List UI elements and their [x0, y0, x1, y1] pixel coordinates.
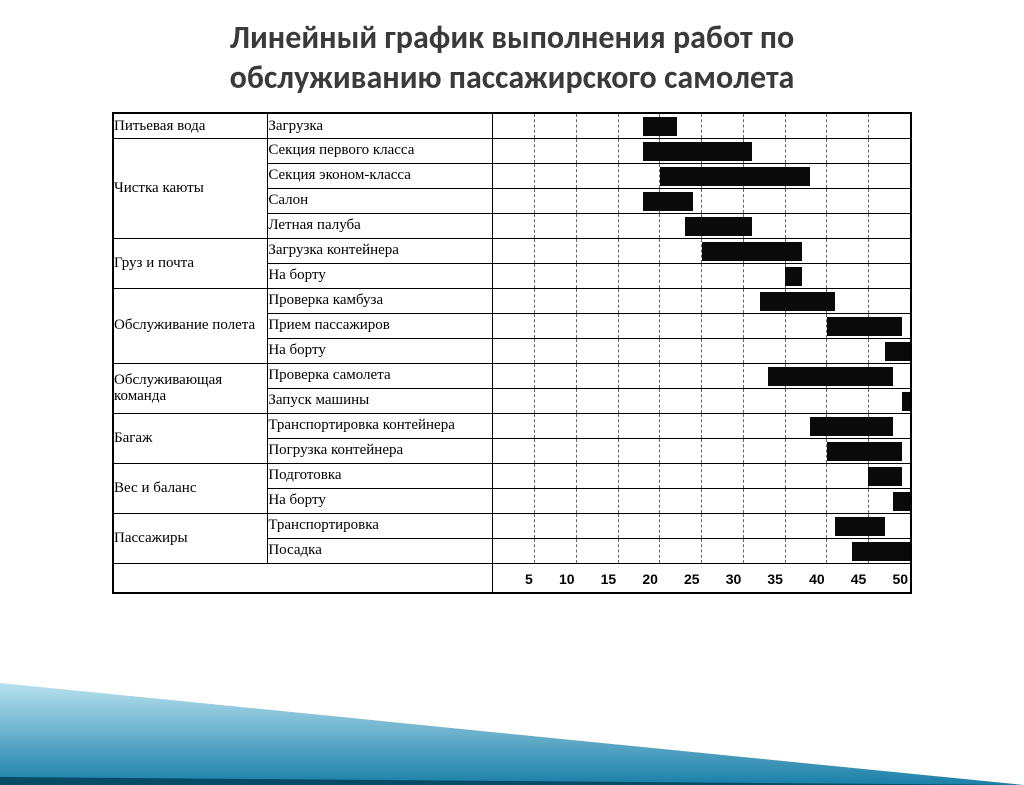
decorative-footer	[0, 655, 1024, 785]
category-cell: Пассажиры	[113, 513, 268, 563]
bar-cell	[493, 263, 911, 288]
task-cell: Прием пассажиров	[268, 313, 493, 338]
axis-cell: 5101520253035404550	[493, 563, 911, 593]
axis-tick-label: 25	[660, 564, 702, 593]
gantt-row: ПассажирыТранспортировка	[113, 513, 911, 538]
gantt-chart: Питьевая водаЗагрузкаЧистка каютыСекция …	[112, 112, 912, 594]
axis-tick-label: 15	[577, 564, 619, 593]
bar-cell	[493, 238, 911, 263]
category-cell: Обслуживающая команда	[113, 363, 268, 413]
gantt-row: Обслуживающая командаПроверка самолета	[113, 363, 911, 388]
bar-cell	[493, 163, 911, 188]
bar-cell	[493, 213, 911, 238]
bar-cell	[493, 288, 911, 313]
gantt-row: Груз и почтаЗагрузка контейнера	[113, 238, 911, 263]
category-cell: Обслуживание полета	[113, 288, 268, 363]
gantt-bar	[685, 217, 752, 236]
gantt-table: Питьевая водаЗагрузкаЧистка каютыСекция …	[112, 112, 912, 594]
axis-tick-label: 35	[743, 564, 785, 593]
task-cell: Транспортировка	[268, 513, 493, 538]
gantt-bar	[827, 317, 902, 336]
gantt-bar	[660, 167, 810, 186]
gantt-bar	[852, 542, 910, 561]
axis-tick-label: 10	[535, 564, 577, 593]
gantt-row: Чистка каютыСекция первого класса	[113, 138, 911, 163]
bar-cell	[493, 488, 911, 513]
bar-cell	[493, 313, 911, 338]
gantt-row: Питьевая водаЗагрузка	[113, 113, 911, 138]
bar-cell	[493, 113, 911, 138]
task-cell: Погрузка контейнера	[268, 438, 493, 463]
task-cell: Салон	[268, 188, 493, 213]
bar-cell	[493, 463, 911, 488]
bar-cell	[493, 513, 911, 538]
axis-tick-label: 5	[493, 564, 535, 593]
axis-spacer	[113, 563, 493, 593]
gantt-bar	[643, 117, 676, 136]
category-cell: Вес и баланс	[113, 463, 268, 513]
category-cell: Багаж	[113, 413, 268, 463]
bar-cell	[493, 413, 911, 438]
gantt-bar	[902, 392, 910, 411]
bar-cell	[493, 138, 911, 163]
axis-tick-label: 50	[868, 564, 910, 593]
task-cell: На борту	[268, 488, 493, 513]
gantt-bar	[702, 242, 802, 261]
gantt-row: БагажТранспортировка контейнера	[113, 413, 911, 438]
gantt-bar	[885, 342, 910, 361]
task-cell: Подготовка	[268, 463, 493, 488]
category-cell: Питьевая вода	[113, 113, 268, 138]
task-cell: На борту	[268, 263, 493, 288]
task-cell: Секция первого класса	[268, 138, 493, 163]
gantt-bar	[785, 267, 802, 286]
bar-cell	[493, 188, 911, 213]
axis-tick-label: 45	[827, 564, 869, 593]
axis-tick-label: 30	[702, 564, 744, 593]
gantt-row: Вес и балансПодготовка	[113, 463, 911, 488]
task-cell: Секция эконом-класса	[268, 163, 493, 188]
axis-row: 5101520253035404550	[113, 563, 911, 593]
task-cell: Проверка самолета	[268, 363, 493, 388]
axis-tick-label: 20	[618, 564, 660, 593]
task-cell: На борту	[268, 338, 493, 363]
bar-cell	[493, 338, 911, 363]
gantt-bar	[760, 292, 835, 311]
gantt-bar	[810, 417, 893, 436]
task-cell: Загрузка контейнера	[268, 238, 493, 263]
bar-cell	[493, 388, 911, 413]
gantt-bar	[643, 192, 693, 211]
task-cell: Загрузка	[268, 113, 493, 138]
bar-cell	[493, 538, 911, 563]
category-cell: Чистка каюты	[113, 138, 268, 238]
gantt-bar	[835, 517, 885, 536]
title-line2: обслуживанию пассажирского самолета	[230, 58, 795, 97]
category-cell: Груз и почта	[113, 238, 268, 288]
task-cell: Летная палуба	[268, 213, 493, 238]
gantt-bar	[643, 142, 751, 161]
bar-cell	[493, 438, 911, 463]
gantt-bar	[868, 467, 901, 486]
gantt-row: Обслуживание полетаПроверка камбуза	[113, 288, 911, 313]
gantt-bar	[768, 367, 893, 386]
task-cell: Транспортировка контейнера	[268, 413, 493, 438]
axis-tick-label: 40	[785, 564, 827, 593]
task-cell: Посадка	[268, 538, 493, 563]
page-title: Линейный график выполнения работ по обсл…	[0, 18, 1024, 98]
task-cell: Проверка камбуза	[268, 288, 493, 313]
gantt-bar	[827, 442, 902, 461]
title-line1: Линейный график выполнения работ по	[230, 18, 794, 57]
bar-cell	[493, 363, 911, 388]
gantt-bar	[893, 492, 910, 511]
task-cell: Запуск машины	[268, 388, 493, 413]
